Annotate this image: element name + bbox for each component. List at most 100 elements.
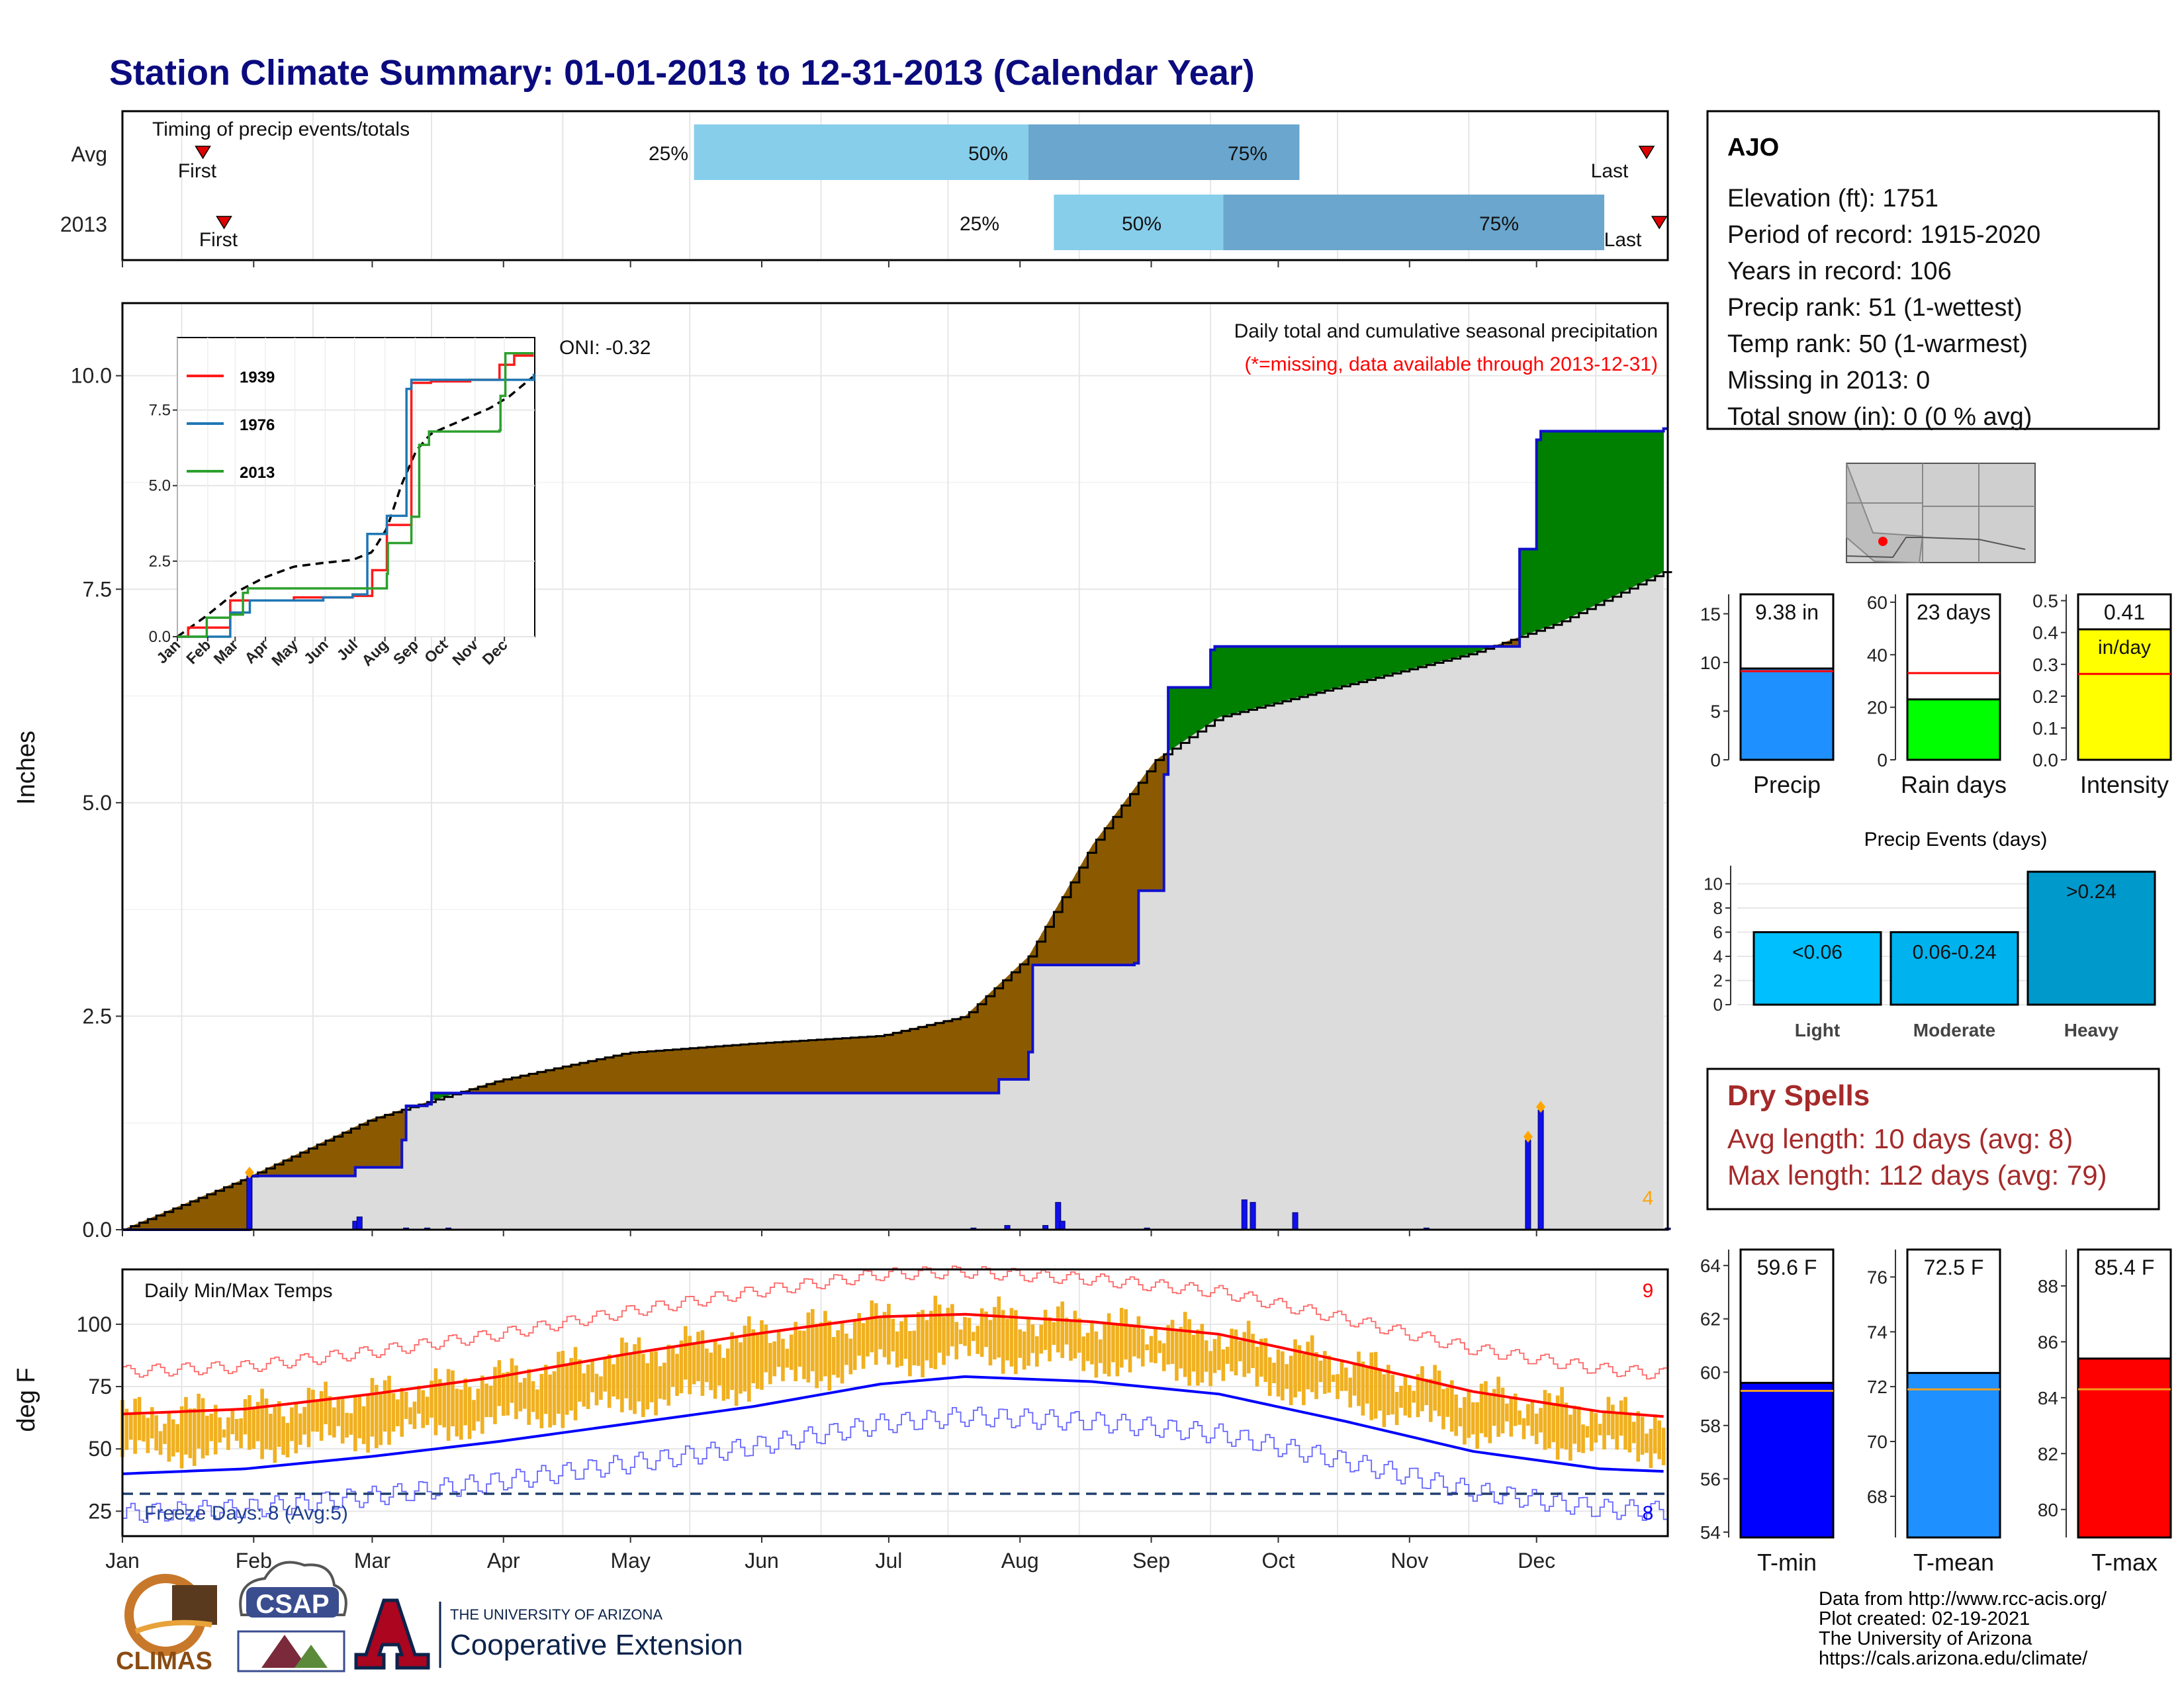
daily-temp-range (1539, 1408, 1543, 1433)
daily-temp-range (391, 1393, 396, 1432)
daily-temp-range (882, 1312, 887, 1357)
events-category-label: Light (1795, 1020, 1840, 1040)
daily-temp-range (255, 1402, 260, 1441)
above-normal-area (1388, 646, 1393, 675)
record-max-line (122, 1265, 1668, 1380)
daily-temp-range (543, 1365, 548, 1414)
inset-y-tick-label: 7.5 (149, 402, 171, 420)
below-normal-area (944, 1020, 948, 1093)
below-normal-area (935, 1022, 940, 1093)
tmax-tick-label: 80 (2038, 1500, 2058, 1520)
tmean-value: 72.5 F (1924, 1256, 1984, 1279)
daily-temp-range (624, 1342, 629, 1398)
below-normal-area (872, 1036, 877, 1093)
above-normal-area (1633, 431, 1639, 587)
daily-temp-range (269, 1414, 273, 1450)
daily-temp-range (1140, 1329, 1145, 1367)
daily-temp-range (128, 1413, 133, 1440)
daily-temp-range (1145, 1344, 1149, 1351)
above-normal-area (1206, 687, 1211, 726)
above-normal-area (1265, 646, 1271, 706)
station-line: Period of record: 1915-2020 (1727, 221, 2040, 249)
csap-logo-text: CSAP (255, 1590, 329, 1619)
tmin-tick-label: 60 (1700, 1362, 1721, 1383)
tmin-label: T-min (1757, 1549, 1817, 1576)
daily-temp-range (1124, 1309, 1128, 1360)
above-normal-area (1197, 687, 1203, 732)
daily-temp-range (1615, 1412, 1619, 1450)
daily-temp-range (311, 1389, 315, 1432)
below-normal-area (308, 1146, 314, 1176)
below-normal-area (224, 1185, 229, 1230)
below-normal-area (596, 1058, 602, 1093)
daily-temp-range (1522, 1418, 1526, 1440)
above-normal-area (1527, 549, 1533, 634)
events-bar-heavy (2026, 870, 2156, 1006)
tmax-tick-label: 86 (2038, 1332, 2058, 1352)
temp-y-tick-label: 100 (77, 1312, 112, 1336)
daily-temp-range (1103, 1324, 1107, 1374)
above-normal-area (1545, 431, 1550, 628)
below-normal-area (778, 1042, 784, 1093)
daily-temp-range (1386, 1365, 1390, 1416)
month-label: Jun (745, 1549, 779, 1573)
temp-panel-label: Daily Min/Max Temps (144, 1280, 333, 1302)
daily-temp-range (942, 1316, 946, 1365)
above-normal-area (1625, 431, 1630, 591)
below-normal-area (164, 1210, 169, 1230)
daily-temp-range (1340, 1361, 1344, 1391)
below-normal-area (825, 1038, 830, 1093)
below-normal-area (884, 1034, 889, 1093)
below-normal-area (275, 1162, 280, 1176)
above-normal-area (1299, 646, 1304, 698)
below-normal-area (605, 1056, 610, 1093)
csap-logo: CSAP (237, 1561, 347, 1672)
daily-temp-range (789, 1334, 794, 1370)
above-normal-area (1202, 687, 1207, 729)
daily-temp-range (472, 1400, 476, 1431)
events-y-tick-label: 10 (1704, 874, 1723, 893)
daily-temp-range (1267, 1357, 1272, 1396)
heavy-event-marker (1523, 1130, 1533, 1143)
below-normal-area (300, 1150, 305, 1176)
below-normal-area (1011, 968, 1017, 1079)
events-bar-light (1752, 931, 1882, 1006)
daily-temp-range (1060, 1301, 1064, 1358)
below-normal-area (524, 1074, 529, 1093)
daily-temp-range (760, 1320, 764, 1390)
daily-temp-range (1289, 1355, 1293, 1406)
below-normal-area (685, 1048, 690, 1093)
daily-temp-range (679, 1340, 684, 1394)
daily-temp-range (1661, 1428, 1666, 1465)
below-normal-area (656, 1050, 660, 1093)
daily-temp-range (531, 1381, 535, 1412)
below-normal-area (181, 1203, 187, 1230)
daily-temp-range (1640, 1416, 1645, 1455)
below-normal-area (838, 1038, 842, 1093)
above-normal-area (1329, 646, 1334, 690)
above-normal-area (1324, 646, 1330, 691)
daily-temp-range (1094, 1331, 1099, 1378)
daily-temp-range (366, 1394, 370, 1453)
above-normal-area (1583, 431, 1588, 612)
daily-temp-range (1632, 1422, 1636, 1443)
above-normal-area (1359, 646, 1363, 682)
daily-temp-range (1449, 1380, 1454, 1432)
above-normal-area (1574, 431, 1580, 616)
daily-temp-range (353, 1396, 357, 1451)
station-line: Temp rank: 50 (1-warmest) (1727, 330, 2028, 358)
below-normal-area (317, 1142, 322, 1176)
daily-temp-range (848, 1338, 853, 1375)
hot-count: 9 (1643, 1280, 1654, 1302)
timing-bar-q3 (1223, 195, 1605, 250)
dry-avg-length: Avg length: 10 days (avg: 8) (1727, 1123, 2073, 1154)
month-label: Dec (1518, 1549, 1555, 1573)
daily-temp-range (1132, 1325, 1136, 1357)
avg-first-label: First (178, 160, 217, 182)
daily-precip-bar (1292, 1212, 1298, 1230)
footer-credits: Data from http://www.rcc-acis.org/ Plot … (1819, 1588, 2107, 1669)
climas-logo: CLIMAS (116, 1574, 217, 1675)
below-normal-area (719, 1046, 724, 1093)
below-normal-area (241, 1178, 246, 1230)
intensity-value: 0.41 (2104, 600, 2145, 624)
